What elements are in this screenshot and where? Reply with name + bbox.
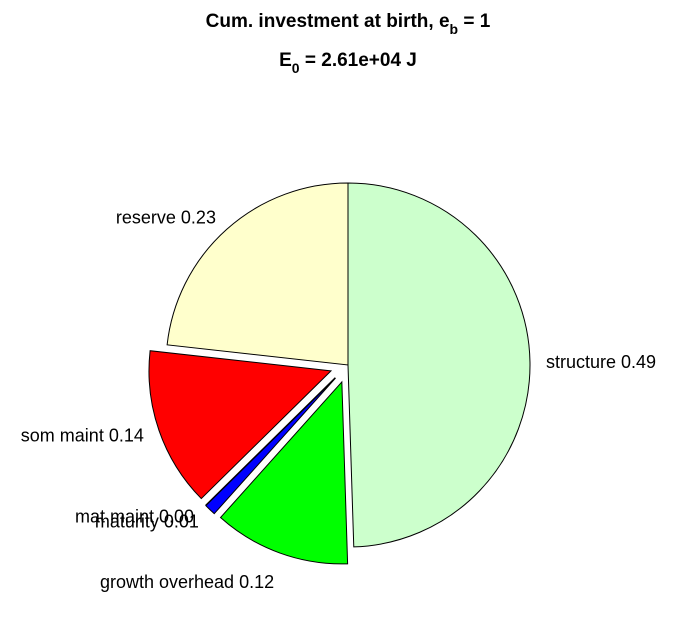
title-part: = 2.61e+04 J	[300, 50, 417, 71]
slice-label: reserve 0.23	[116, 207, 216, 227]
title-part: b	[450, 21, 459, 37]
pie-slice	[166, 182, 349, 366]
title-part: E	[279, 50, 292, 71]
slice-value: 0.12	[239, 572, 274, 592]
chart-title: Cum. investment at birth, eb = 1	[206, 11, 491, 37]
title-part: Cum. investment at birth, e	[206, 11, 450, 32]
title-part: = 1	[458, 11, 491, 32]
slice-name: maturity	[95, 511, 159, 531]
slice-name: reserve	[116, 207, 176, 227]
pie-slice	[148, 350, 333, 500]
slice-value: 0.14	[109, 426, 144, 446]
slice-value: 0.23	[181, 207, 216, 227]
slice-name: mat maint	[75, 507, 154, 527]
slice-name: structure	[546, 352, 616, 372]
slice-label: structure 0.49	[546, 352, 656, 372]
title-part: 0	[292, 60, 300, 76]
slice-name: growth overhead	[100, 572, 234, 592]
slice-value: 0.49	[621, 352, 656, 372]
pie-slice	[219, 380, 349, 565]
slice-label: som maint 0.14	[21, 426, 144, 446]
slice-label: mat maint 0.00	[75, 507, 194, 527]
slice-value: 0.00	[159, 507, 194, 527]
pie-slice	[205, 377, 336, 515]
slice-value: 0.01	[164, 511, 199, 531]
slice-name: som maint	[21, 426, 104, 446]
slice-label: growth overhead 0.12	[100, 572, 274, 592]
pie-slice	[347, 182, 531, 548]
chart-subtitle: E0 = 2.61e+04 J	[279, 50, 417, 76]
slice-label: maturity 0.01	[95, 511, 199, 531]
